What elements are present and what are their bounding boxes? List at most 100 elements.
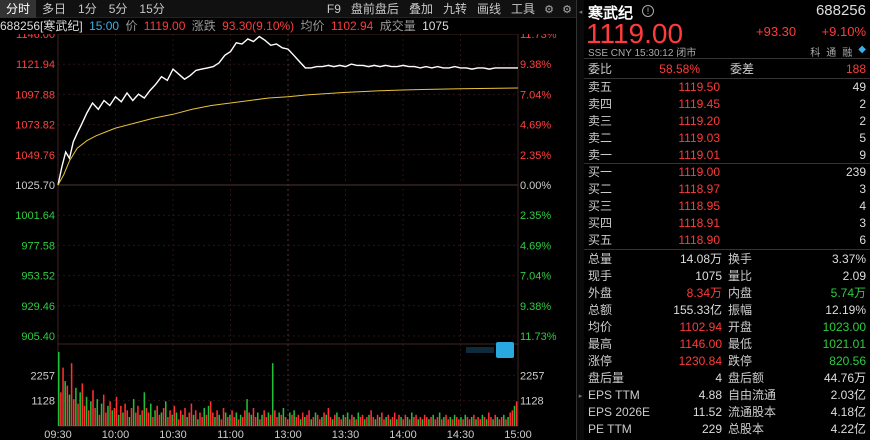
tool-button-5[interactable]: 工具: [510, 2, 535, 16]
vol-tick-label: 1128: [31, 396, 55, 408]
volume-bar: [141, 410, 143, 426]
stat-item: PE TTM 229: [588, 421, 722, 438]
y-tick-label: 1097.88: [15, 89, 55, 101]
volume-bar: [346, 412, 349, 426]
tool-button-3[interactable]: 九转: [442, 2, 467, 16]
ask-price: 1119.01: [678, 148, 720, 162]
volume-bar: [449, 417, 452, 426]
weicha-label: 委差: [730, 62, 755, 76]
volume-bar: [77, 403, 79, 426]
vol-tick-label: 2257: [31, 370, 55, 382]
volume-bar: [503, 414, 505, 426]
volume-bar: [267, 412, 270, 426]
stock-name: 寒武纪: [588, 5, 634, 22]
volume-bar: [466, 417, 469, 426]
settings-icon[interactable]: ⚙: [562, 3, 572, 16]
stat-item: 最低 1021.01: [728, 336, 866, 353]
volume-bar: [327, 408, 330, 426]
volume-bar: [421, 419, 424, 426]
volume-bar: [156, 405, 158, 426]
collapse-arrow-icon[interactable]: ◂: [578, 9, 583, 16]
volume-bar: [509, 412, 511, 426]
volume-bar: [190, 403, 193, 426]
tab-4[interactable]: 15分: [139, 1, 165, 16]
tool-button-0[interactable]: F9: [326, 2, 341, 16]
volume-bar: [271, 363, 274, 426]
stat-item: 跌停 820.56: [728, 353, 866, 370]
volume-bar: [60, 392, 62, 426]
volume-bar: [111, 410, 114, 426]
quote-panel: 寒武纪 ! 688256 1119.00 +93.30 +9.10% SSE C…: [584, 0, 870, 440]
stat-value: 5.74万: [830, 286, 866, 300]
volume-bar: [357, 412, 360, 426]
volume-bar: [308, 410, 310, 426]
volume-bar: [173, 405, 176, 426]
stat-value: 155.33亿: [673, 303, 722, 317]
volume-value: 1075: [422, 19, 449, 33]
volume-bar: [233, 417, 235, 426]
tool-button-4[interactable]: 画线: [476, 2, 501, 16]
gear-icon[interactable]: ⚙: [544, 3, 554, 16]
volume-bar: [331, 419, 334, 426]
x-tick-label: 13:00: [274, 429, 302, 440]
volume-bar: [147, 412, 150, 426]
volume-bar: [338, 417, 340, 426]
volume-bar: [92, 390, 94, 426]
volume-bar: [87, 410, 90, 426]
bid-row: 买四 1118.91 3: [584, 215, 870, 232]
volume-bar: [261, 414, 263, 426]
volume-bar: [372, 417, 375, 426]
volume-bar: [197, 419, 199, 426]
volume-bar: [498, 419, 501, 426]
tab-1[interactable]: 多日: [42, 1, 67, 16]
order-ratio-row: 委比 58.58% 委差 188: [584, 61, 870, 78]
y-tick-label-pct: 2.35%: [520, 210, 551, 222]
stat-item: 现手 1075: [588, 268, 722, 285]
chart-toolbar: 分时 多日 1分 5分 15分 F9 盘前盘后 叠加 九转 画线 工具 ⚙ ⚙: [0, 0, 576, 18]
stat-label: PE TTM: [588, 422, 632, 436]
divider: [584, 163, 870, 164]
ask-row: 卖四 1119.45 2: [584, 96, 870, 113]
volume-bar: [334, 414, 336, 426]
bid-row: 买二 1118.97 3: [584, 181, 870, 198]
volume-bar: [109, 401, 111, 426]
volume-bar: [404, 414, 407, 426]
volume-bar: [194, 410, 197, 426]
tab-2[interactable]: 1分: [78, 1, 97, 16]
divider: [584, 78, 870, 79]
intraday-chart[interactable]: 1146.00 11.73% 1121.94 9.38% 1097.88 7.04% 107…: [0, 34, 576, 440]
volume-bar: [402, 419, 405, 426]
volume-bar: [83, 405, 86, 426]
tool-button-2[interactable]: 叠加: [408, 2, 433, 16]
volume-bar: [348, 419, 351, 426]
stat-item: 内盘 5.74万: [728, 285, 866, 302]
time-value: 15:00: [89, 19, 120, 33]
volume-bar: [374, 419, 377, 426]
info-icon[interactable]: !: [642, 5, 654, 17]
tab-0[interactable]: 分时: [0, 0, 37, 18]
volume-bar: [432, 414, 434, 426]
stat-label: 跌停: [728, 354, 753, 368]
y-tick-label-pct: 9.38%: [520, 59, 551, 71]
volume-bar: [468, 419, 471, 426]
bid-label: 买五: [588, 233, 613, 247]
stat-item: EPS 2026E 11.52: [588, 404, 722, 421]
collapse-strip[interactable]: ◂ ▸: [577, 0, 584, 440]
x-tick-label: 14:30: [447, 429, 475, 440]
stat-label: 外盘: [588, 286, 613, 300]
volume-bar: [186, 417, 188, 426]
expand-arrow-icon[interactable]: ▸: [578, 393, 583, 400]
tab-3[interactable]: 5分: [108, 1, 128, 16]
weibi-value: 58.58%: [659, 62, 700, 76]
stat-value: 12.19%: [825, 303, 866, 317]
tool-button-1[interactable]: 盘前盘后: [350, 2, 399, 16]
volume-bar: [406, 417, 409, 426]
volume-bar: [256, 412, 259, 426]
last-price: 1119.00: [586, 18, 684, 49]
stat-item: 均价 1102.94: [588, 319, 722, 336]
stat-label: 均价: [588, 320, 613, 334]
volume-bar: [152, 417, 154, 426]
volume-bar: [105, 412, 107, 426]
volume-bar: [201, 417, 203, 426]
volume-bar: [115, 396, 118, 426]
